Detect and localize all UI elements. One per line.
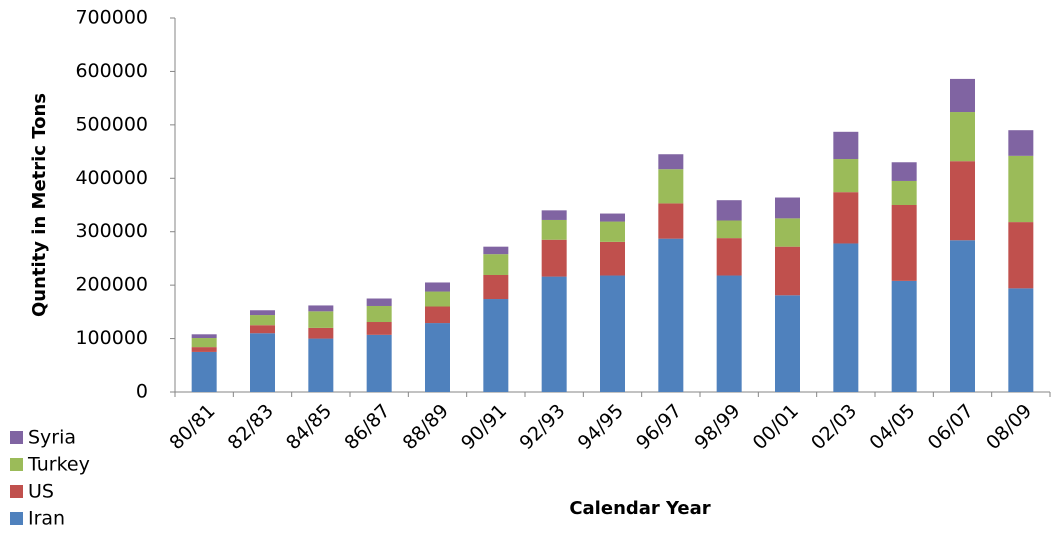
x-tick-label: 02/03 bbox=[807, 400, 861, 454]
y-tick-label: 600000 bbox=[75, 60, 148, 82]
y-tick-label: 700000 bbox=[75, 7, 148, 29]
bar-segment bbox=[1008, 288, 1034, 392]
legend-label: Syria bbox=[28, 427, 76, 449]
x-tick-label: 92/93 bbox=[515, 400, 569, 454]
bar-segment bbox=[1008, 222, 1034, 289]
x-tick-label: 90/91 bbox=[457, 400, 511, 454]
y-tick-label: 300000 bbox=[75, 220, 148, 242]
legend-swatch bbox=[10, 431, 23, 444]
bar-segment bbox=[950, 112, 975, 162]
x-tick-label: 84/85 bbox=[282, 400, 336, 454]
bar-segment bbox=[775, 197, 800, 219]
bar-segment bbox=[833, 192, 859, 244]
bar-segment bbox=[600, 275, 625, 392]
bar-segment bbox=[366, 334, 392, 392]
bar-segment bbox=[425, 282, 450, 292]
bar-segment bbox=[425, 323, 450, 392]
y-tick-label: 400000 bbox=[75, 167, 148, 189]
x-tick-label: 00/01 bbox=[749, 400, 803, 454]
y-tick-label: 200000 bbox=[75, 274, 148, 296]
legend-label: Iran bbox=[28, 508, 65, 530]
bar-segment bbox=[250, 310, 275, 316]
x-tick-label: 98/99 bbox=[690, 400, 744, 454]
bar-segment bbox=[308, 311, 334, 328]
bar-segment bbox=[658, 169, 684, 204]
legend-label: Turkey bbox=[27, 454, 90, 476]
x-tick-label: 96/97 bbox=[632, 400, 686, 454]
bar-segment bbox=[775, 295, 800, 392]
bar-segment bbox=[716, 275, 742, 392]
bar-segment bbox=[891, 205, 917, 281]
legend-swatch bbox=[10, 512, 23, 525]
x-tick-label: 88/89 bbox=[399, 400, 453, 454]
legend-label: US bbox=[28, 481, 54, 503]
x-tick-label: 04/05 bbox=[865, 400, 919, 454]
bar-segment bbox=[483, 299, 509, 392]
bar-segment bbox=[250, 333, 275, 392]
x-tick-label: 08/09 bbox=[982, 400, 1036, 454]
bar-segment bbox=[833, 159, 859, 193]
x-axis-title: Calendar Year bbox=[569, 498, 710, 519]
y-tick-label: 0 bbox=[136, 381, 148, 403]
legend-swatch bbox=[10, 485, 23, 498]
bar-segment bbox=[483, 246, 509, 255]
bar-segment bbox=[250, 325, 275, 334]
bar-segment bbox=[891, 162, 917, 181]
bar-segment bbox=[308, 305, 334, 312]
x-tick-label: 80/81 bbox=[165, 400, 219, 454]
bar-segment bbox=[541, 219, 567, 240]
bar-segment bbox=[308, 327, 334, 339]
y-tick-label: 500000 bbox=[75, 113, 148, 135]
bar-segment bbox=[600, 213, 625, 222]
bar-segment bbox=[366, 305, 392, 323]
bar-segment bbox=[833, 131, 859, 160]
bar-segment bbox=[308, 338, 334, 392]
x-tick-label: 82/83 bbox=[224, 400, 278, 454]
bar-segment bbox=[775, 218, 800, 247]
bar-segment bbox=[541, 276, 567, 392]
bar-segment bbox=[250, 315, 275, 326]
x-tick-label: 06/07 bbox=[924, 400, 978, 454]
bar-segment bbox=[600, 241, 625, 276]
bar-segment bbox=[950, 78, 975, 113]
bar-segment bbox=[891, 180, 917, 205]
bar-segment bbox=[425, 291, 450, 307]
bar-segment bbox=[716, 200, 742, 221]
bar-segment bbox=[541, 239, 567, 277]
y-tick-label: 100000 bbox=[75, 327, 148, 349]
legend-swatch bbox=[10, 458, 23, 471]
bar-segment bbox=[191, 334, 217, 339]
bar-segment bbox=[191, 347, 217, 352]
bar-segment bbox=[716, 238, 742, 276]
bar-segment bbox=[891, 280, 917, 392]
bar-segment bbox=[541, 210, 567, 220]
bar-segment bbox=[483, 274, 509, 300]
bar-segment bbox=[950, 240, 975, 392]
bar-segment bbox=[366, 322, 392, 335]
bar-segment bbox=[1008, 155, 1034, 223]
bar-segment bbox=[191, 338, 217, 348]
bar-segment bbox=[366, 298, 392, 306]
bar-segment bbox=[658, 238, 684, 392]
bar-segment bbox=[716, 220, 742, 239]
bar-segment bbox=[775, 246, 800, 296]
y-axis-title: Quntity in Metric Tons bbox=[29, 93, 50, 317]
bar-segment bbox=[950, 161, 975, 241]
bar-segment bbox=[1008, 130, 1034, 156]
bar-segment bbox=[425, 306, 450, 324]
bar-segment bbox=[833, 243, 859, 392]
bar-segment bbox=[658, 203, 684, 239]
x-tick-label: 94/95 bbox=[574, 400, 628, 454]
bar-segment bbox=[191, 351, 217, 392]
bar-segment bbox=[600, 221, 625, 242]
bar-segment bbox=[483, 254, 509, 275]
x-tick-label: 86/87 bbox=[340, 400, 394, 454]
bar-segment bbox=[658, 154, 684, 170]
